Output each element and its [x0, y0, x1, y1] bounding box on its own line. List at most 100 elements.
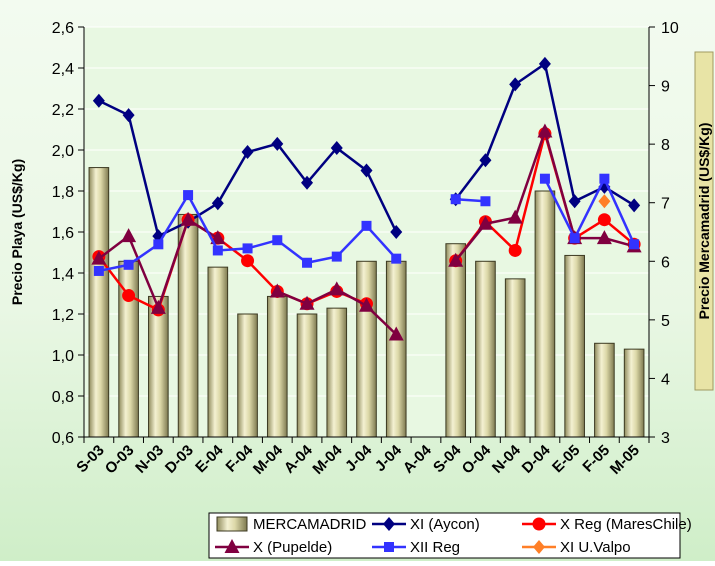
data-point	[359, 297, 374, 312]
x-tick-label: O-03	[102, 442, 138, 478]
bar-mercamadrid	[177, 213, 199, 438]
legend-item: XI U.Valpo	[522, 539, 631, 556]
data-point	[628, 198, 641, 213]
data-point	[123, 259, 134, 270]
line-series	[93, 173, 640, 276]
bar-mercamadrid	[564, 254, 585, 438]
data-point	[568, 194, 581, 209]
data-point	[122, 108, 135, 123]
data-point	[390, 225, 403, 239]
data-point	[330, 140, 343, 155]
data-point	[599, 173, 610, 184]
x-tick-label: E-04	[192, 441, 227, 476]
data-point	[539, 173, 550, 184]
x-tick-label: J-04	[342, 441, 376, 475]
data-point	[508, 243, 522, 257]
y-left-tick-label: 0,8	[52, 389, 74, 406]
data-point	[93, 265, 104, 276]
y-left-tick-label: 2,6	[52, 20, 74, 37]
x-tick-label: D-03	[162, 442, 197, 477]
data-point	[360, 163, 373, 178]
bar-mercamadrid	[296, 313, 318, 438]
data-point	[538, 56, 551, 71]
y-left-tick-label: 2,4	[52, 61, 74, 78]
y-left-tick-label: 2,2	[52, 102, 74, 119]
y-left-tick-label: 1,6	[52, 225, 74, 242]
data-point	[180, 211, 196, 226]
data-point	[569, 233, 580, 244]
bar-mercamadrid	[623, 348, 645, 438]
data-point	[91, 250, 107, 265]
legend-item: X (Pupelde)	[215, 539, 332, 556]
data-point	[388, 326, 404, 341]
data-point	[629, 239, 640, 250]
x-tick-label: D-04	[519, 441, 554, 476]
x-tick-label: N-03	[132, 442, 167, 477]
data-point	[121, 228, 137, 243]
y-right-tick-label: 7	[661, 196, 670, 213]
legend-swatch-marker	[532, 517, 546, 531]
y-left-tick-label: 0,6	[52, 430, 74, 447]
data-point	[477, 215, 493, 230]
data-point	[391, 253, 402, 264]
data-point	[598, 194, 611, 209]
bar-mercamadrid	[475, 260, 496, 438]
line-series-group	[91, 56, 642, 341]
data-point	[212, 245, 223, 256]
x-tick-label: M-05	[607, 442, 643, 478]
bar-mercamadrid	[534, 190, 556, 438]
data-point	[480, 196, 491, 207]
bar-mercamadrid	[385, 260, 407, 438]
data-point	[271, 136, 284, 151]
y-axis-right-label: Precio Mercamadrid (US$/Kg)	[696, 123, 712, 320]
data-point	[361, 220, 372, 231]
bar-mercamadrid	[445, 243, 467, 438]
legend-item: XI (Aycon)	[372, 516, 480, 533]
x-tick-label: O-04	[459, 441, 495, 477]
y-right-tick-label: 10	[661, 20, 679, 37]
legend: MERCAMADRID XI (Aycon) X Reg (MaresChile) X…	[208, 512, 692, 559]
legend-label: MERCAMADRID	[253, 516, 367, 533]
bar-mercamadrid	[326, 307, 348, 438]
series-line	[543, 175, 636, 245]
line-series	[598, 194, 611, 209]
data-point	[242, 243, 253, 254]
bar-mercamadrid	[237, 313, 258, 438]
data-point	[92, 93, 105, 108]
y-right-tick-label: 9	[661, 79, 670, 96]
legend-swatch-marker	[384, 542, 394, 552]
bar-mercamadrid	[207, 266, 229, 438]
data-point	[183, 190, 194, 201]
data-point	[211, 196, 224, 211]
y-right-tick-label: 4	[661, 371, 670, 388]
y-left-tick-label: 1,0	[52, 348, 74, 365]
y-axis-right-label-box: Precio Mercamadrid (US$/Kg)	[694, 51, 714, 391]
bar-mercamadrid	[504, 278, 526, 438]
axes	[78, 26, 655, 443]
line-series	[91, 123, 642, 341]
x-tick-label: A-04	[281, 441, 316, 476]
y-left-tick-label: 2,0	[52, 143, 74, 160]
data-point	[299, 295, 315, 310]
bar-mercamadrid	[88, 167, 110, 438]
data-point	[153, 239, 164, 250]
legend-item: X Reg (MaresChile)	[522, 516, 692, 533]
x-tick-label: A-04	[400, 441, 435, 476]
y-left-tick-label: 1,2	[52, 307, 74, 324]
y-right-tick-label: 3	[661, 430, 670, 447]
data-point	[448, 252, 464, 267]
data-point	[509, 77, 522, 92]
data-point	[272, 235, 283, 246]
legend-item: MERCAMADRID	[216, 516, 367, 533]
y-left-tick-label: 1,4	[52, 266, 74, 283]
x-tick-label: S-03	[73, 442, 107, 476]
legend-swatch-marker	[383, 517, 395, 531]
legend-label: X (Pupelde)	[253, 539, 332, 556]
legend-box	[208, 512, 681, 559]
legend-swatch-marker	[533, 540, 545, 554]
y-left-tick-label: 1,8	[52, 184, 74, 201]
data-point	[241, 254, 255, 268]
x-tick-label: F-05	[579, 442, 613, 476]
y-right-tick-label: 6	[661, 254, 670, 271]
x-tick-label: F-04	[223, 441, 257, 475]
